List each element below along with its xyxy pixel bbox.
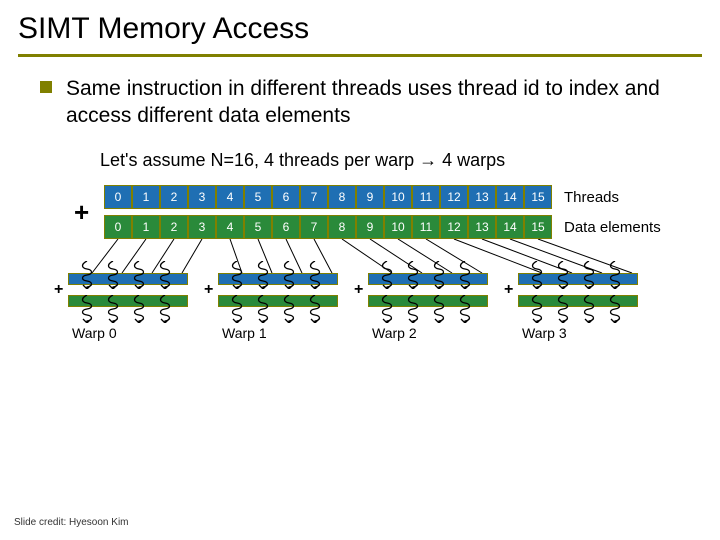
thread-cell: 14 [496, 185, 524, 209]
threads-label: Threads [564, 189, 619, 206]
thread-cell: 15 [524, 185, 552, 209]
warp-block: +Warp 3 [518, 273, 648, 341]
data-cell: 1 [132, 215, 160, 239]
coils-top [376, 261, 480, 289]
thread-cell: 3 [188, 185, 216, 209]
coil-icon [278, 261, 304, 289]
warp-name: Warp 1 [222, 325, 348, 341]
coil-icon [376, 261, 402, 289]
coils-top [226, 261, 330, 289]
assumption-text: Let's assume N=16, 4 threads per warp → … [100, 150, 690, 171]
thread-cell: 4 [216, 185, 244, 209]
slide-body: Same instruction in different threads us… [0, 75, 720, 365]
thread-cell: 8 [328, 185, 356, 209]
coil-icon [226, 261, 252, 289]
coil-icon [454, 261, 480, 289]
warp-name: Warp 0 [72, 325, 198, 341]
warp-block: +Warp 1 [218, 273, 348, 341]
warp-name: Warp 3 [522, 325, 648, 341]
coils-bot [226, 295, 330, 323]
thread-cell: 7 [300, 185, 328, 209]
thread-cell: 2 [160, 185, 188, 209]
coil-icon [102, 261, 128, 289]
coil-icon [604, 295, 630, 323]
coils-bot [376, 295, 480, 323]
coil-icon [604, 261, 630, 289]
data-cell: 2 [160, 215, 188, 239]
coil-icon [102, 295, 128, 323]
data-elements-row: 0123456789101112131415 [104, 215, 552, 239]
plus-small: + [354, 281, 363, 299]
coil-icon [428, 295, 454, 323]
coil-icon [402, 295, 428, 323]
coil-icon [578, 295, 604, 323]
thread-cell: 5 [244, 185, 272, 209]
coil-icon [552, 261, 578, 289]
coil-icon [252, 295, 278, 323]
coil-icon [278, 295, 304, 323]
coil-icon [428, 261, 454, 289]
bullet-icon [40, 81, 52, 93]
coil-icon [226, 295, 252, 323]
data-cell: 12 [440, 215, 468, 239]
coil-icon [376, 295, 402, 323]
coil-icon [252, 261, 278, 289]
thread-cell: 1 [132, 185, 160, 209]
coils-top [526, 261, 630, 289]
warp-name: Warp 2 [372, 325, 498, 341]
coil-icon [76, 295, 102, 323]
plus-small: + [204, 281, 213, 299]
coil-icon [128, 261, 154, 289]
data-cell: 11 [412, 215, 440, 239]
data-cell: 4 [216, 215, 244, 239]
warps-container: +Warp 0+Warp 1+Warp 2+Warp 3 [68, 273, 668, 341]
plus-small: + [54, 281, 63, 299]
data-cell: 14 [496, 215, 524, 239]
coil-icon [552, 295, 578, 323]
data-cell: 8 [328, 215, 356, 239]
coil-icon [454, 295, 480, 323]
data-elements-label: Data elements [564, 219, 661, 236]
plus-small: + [504, 281, 513, 299]
data-cell: 13 [468, 215, 496, 239]
data-cell: 6 [272, 215, 300, 239]
slide-credit: Slide credit: Hyesoon Kim [14, 517, 129, 528]
thread-cell: 0 [104, 185, 132, 209]
data-cell: 5 [244, 215, 272, 239]
data-cell: 0 [104, 215, 132, 239]
warp-block: +Warp 2 [368, 273, 498, 341]
thread-cell: 10 [384, 185, 412, 209]
bullet-text: Same instruction in different threads us… [66, 75, 690, 130]
coil-icon [76, 261, 102, 289]
threads-row: 0123456789101112131415 [104, 185, 552, 209]
thread-cell: 6 [272, 185, 300, 209]
coils-top [76, 261, 180, 289]
coils-bot [526, 295, 630, 323]
thread-cell: 13 [468, 185, 496, 209]
warp-block: +Warp 0 [68, 273, 198, 341]
data-cell: 3 [188, 215, 216, 239]
coil-icon [128, 295, 154, 323]
data-cell: 15 [524, 215, 552, 239]
bullet-row: Same instruction in different threads us… [40, 75, 690, 130]
data-cell: 10 [384, 215, 412, 239]
plus-symbol: + [74, 197, 89, 228]
coil-icon [526, 261, 552, 289]
coil-icon [304, 261, 330, 289]
title-divider [18, 54, 702, 57]
coil-icon [578, 261, 604, 289]
thread-cell: 9 [356, 185, 384, 209]
coils-bot [76, 295, 180, 323]
coil-icon [402, 261, 428, 289]
thread-cell: 11 [412, 185, 440, 209]
slide-title: SIMT Memory Access [0, 0, 720, 54]
coil-icon [526, 295, 552, 323]
coil-icon [304, 295, 330, 323]
diagram: + 0123456789101112131415 012345678910111… [70, 185, 690, 365]
thread-cell: 12 [440, 185, 468, 209]
coil-icon [154, 261, 180, 289]
coil-icon [154, 295, 180, 323]
data-cell: 7 [300, 215, 328, 239]
data-cell: 9 [356, 215, 384, 239]
